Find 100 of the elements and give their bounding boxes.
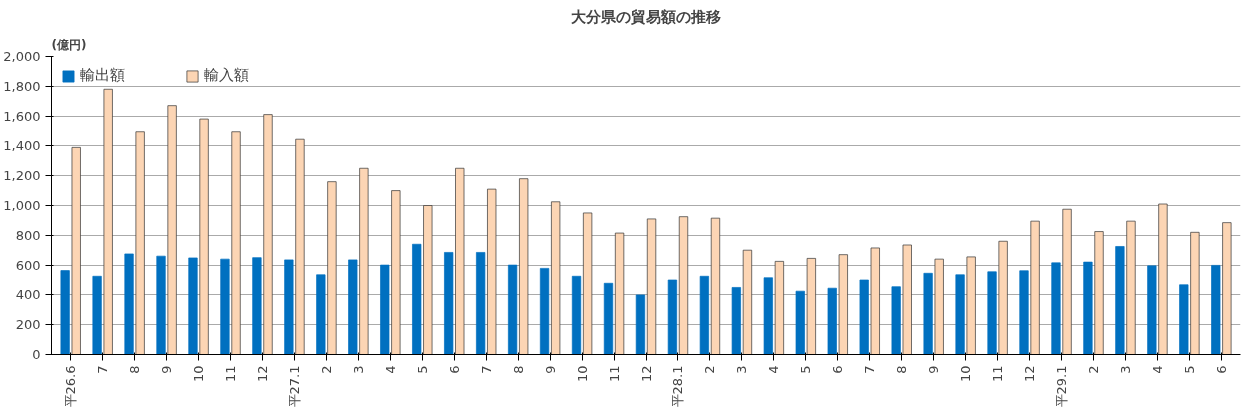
bar bbox=[774, 261, 784, 355]
legend-label: 輸入額 bbox=[204, 66, 249, 85]
bar bbox=[412, 243, 422, 355]
bar bbox=[966, 256, 976, 355]
x-tick-label: 2 bbox=[318, 365, 334, 374]
bar bbox=[678, 216, 689, 355]
x-tick-label: 9 bbox=[159, 365, 175, 374]
bar bbox=[220, 258, 230, 355]
bar bbox=[444, 252, 454, 355]
y-tick-label: 2,000 bbox=[3, 49, 41, 64]
bar bbox=[763, 277, 773, 355]
x-tick-label: 7 bbox=[862, 365, 878, 374]
bar bbox=[806, 258, 816, 355]
y-tick-label: 1,200 bbox=[3, 168, 41, 184]
x-tick-label: 8 bbox=[127, 365, 143, 374]
x-tick-label: 4 bbox=[382, 365, 398, 374]
bar bbox=[955, 274, 965, 355]
bar bbox=[60, 270, 70, 355]
y-tick-label: 400 bbox=[15, 287, 41, 303]
x-tick-label: 6 bbox=[830, 365, 846, 374]
x-tick-label: 11 bbox=[990, 365, 1006, 383]
x-tick-label: 12 bbox=[254, 365, 270, 383]
bar bbox=[423, 205, 433, 355]
bar bbox=[795, 290, 805, 355]
bar bbox=[1147, 265, 1157, 355]
bar bbox=[539, 268, 550, 355]
bar bbox=[583, 212, 593, 355]
bar bbox=[827, 287, 837, 355]
x-tick-label: 9 bbox=[542, 365, 558, 374]
x-tick-label: 10 bbox=[191, 365, 207, 383]
bar bbox=[188, 257, 198, 355]
bar bbox=[1211, 265, 1221, 355]
x-tick-label: 4 bbox=[766, 365, 782, 374]
bar bbox=[1222, 222, 1232, 355]
bar bbox=[902, 244, 912, 355]
y-axis-title: (億円) bbox=[51, 37, 87, 52]
x-tick-label: 7 bbox=[478, 365, 494, 374]
x-tick-label: 3 bbox=[734, 365, 750, 374]
bar bbox=[1083, 261, 1093, 355]
y-tick-label: 1,800 bbox=[3, 78, 41, 94]
bar bbox=[742, 249, 753, 355]
bar bbox=[295, 138, 305, 355]
y-tick-label: 600 bbox=[15, 257, 41, 273]
x-tick-label: 11 bbox=[222, 365, 238, 383]
bar bbox=[476, 252, 486, 355]
bar bbox=[455, 167, 465, 355]
bar bbox=[391, 190, 401, 355]
bar bbox=[1115, 246, 1125, 355]
x-tick-label: 8 bbox=[894, 365, 910, 374]
bar bbox=[1051, 262, 1061, 355]
y-tick-label: 1,000 bbox=[3, 198, 41, 213]
bar bbox=[1062, 208, 1072, 355]
y-tick-label: 1,400 bbox=[3, 138, 41, 154]
x-tick-label: 3 bbox=[350, 365, 366, 374]
x-tick-label: 12 bbox=[1022, 365, 1038, 383]
x-tick-label: 5 bbox=[414, 365, 430, 374]
bar bbox=[135, 131, 145, 355]
bar bbox=[519, 178, 529, 355]
bar bbox=[667, 279, 678, 355]
bar bbox=[571, 275, 582, 355]
bar bbox=[923, 272, 933, 355]
bar bbox=[508, 264, 518, 355]
x-tick-label: 2 bbox=[1085, 365, 1101, 374]
bar bbox=[284, 259, 294, 355]
bar bbox=[1190, 231, 1200, 355]
bar bbox=[263, 114, 273, 355]
bar bbox=[870, 247, 880, 355]
chart-title: 大分県の貿易額の推移 bbox=[571, 7, 721, 26]
bar bbox=[603, 282, 614, 355]
bar bbox=[156, 255, 166, 355]
bar bbox=[124, 253, 134, 355]
bar bbox=[103, 88, 113, 355]
bar bbox=[614, 232, 625, 355]
bar bbox=[327, 181, 337, 355]
x-tick-label: 12 bbox=[638, 365, 654, 383]
bar bbox=[1094, 231, 1104, 355]
x-tick-label: 4 bbox=[1149, 365, 1165, 374]
y-tick-label: 1,600 bbox=[3, 108, 41, 124]
bar bbox=[1126, 220, 1136, 355]
x-tick-label: 3 bbox=[1117, 365, 1133, 374]
bar bbox=[987, 271, 997, 355]
x-tick-label: 10 bbox=[574, 365, 590, 383]
bar bbox=[731, 287, 741, 355]
x-tick-label: 5 bbox=[798, 365, 814, 374]
x-tick-label: 10 bbox=[958, 365, 974, 383]
x-tick-label: 平27.1 bbox=[286, 365, 302, 408]
x-tick-label: 平29.1 bbox=[1054, 365, 1070, 408]
bar bbox=[380, 264, 390, 355]
bar bbox=[838, 254, 848, 355]
x-tick-label: 9 bbox=[926, 365, 942, 374]
bar bbox=[859, 279, 869, 355]
bar bbox=[316, 274, 326, 355]
bar bbox=[1158, 203, 1168, 355]
y-tick-label: 0 bbox=[32, 347, 41, 362]
x-tick-label: 5 bbox=[1181, 365, 1197, 374]
x-tick-label: 7 bbox=[95, 365, 111, 374]
x-tick-label: 6 bbox=[446, 365, 462, 374]
bar bbox=[710, 217, 721, 355]
bar bbox=[71, 147, 81, 355]
bar bbox=[934, 258, 944, 355]
